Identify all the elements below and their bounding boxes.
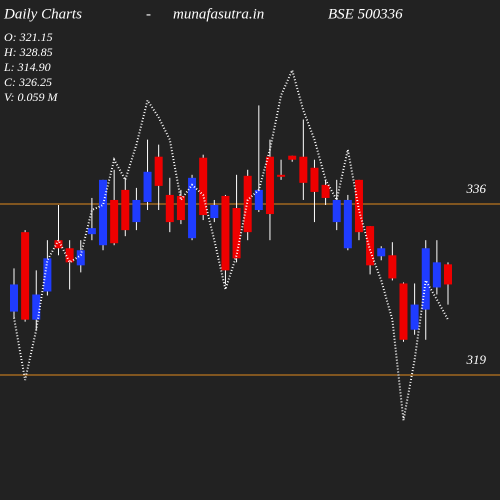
level-label: 319: [466, 352, 487, 367]
info-line: O: 321.15: [4, 30, 53, 44]
candle-body: [399, 283, 408, 340]
candle-body: [21, 232, 30, 320]
candle-body: [65, 248, 74, 263]
candle-body: [87, 228, 96, 235]
candle-body: [265, 156, 274, 215]
candle-body: [299, 156, 308, 183]
chart-title: munafasutra.in: [173, 6, 264, 22]
candle-body: [10, 284, 18, 312]
chart-title: BSE 500336: [328, 6, 403, 22]
candle-body: [254, 189, 263, 211]
level-label: 336: [466, 181, 487, 196]
candle-body: [277, 174, 286, 177]
candle-body: [377, 248, 386, 257]
dotted-line: [13, 67, 449, 421]
candle-body: [343, 199, 352, 249]
candle-body: [43, 258, 52, 292]
candle-body: [188, 177, 197, 239]
candle-body: [388, 255, 397, 279]
candle-body: [444, 264, 452, 285]
chart-title: Daily Charts: [3, 6, 82, 22]
candle-body: [121, 189, 130, 231]
candle-body: [288, 155, 297, 160]
info-line: C: 326.25: [4, 75, 52, 89]
candle-body: [110, 199, 119, 244]
candle-body: [366, 226, 375, 266]
info-line: V: 0.059 M: [4, 90, 59, 104]
candle-body: [132, 199, 141, 223]
candle-body: [332, 199, 341, 223]
info-line: H: 328.85: [3, 45, 53, 59]
candle-body: [432, 262, 441, 288]
candle-body: [321, 184, 330, 198]
chart-title: -: [146, 6, 151, 22]
candle-body: [143, 171, 152, 202]
candle-body: [165, 194, 174, 223]
candle-body: [410, 304, 419, 330]
candle-body: [99, 179, 108, 246]
info-line: L: 314.90: [3, 60, 51, 74]
candle-body: [76, 250, 85, 266]
candle-body: [232, 208, 241, 259]
candle-body: [421, 248, 430, 310]
candle-body: [199, 157, 208, 216]
candle-body: [54, 240, 63, 249]
candle-body: [310, 167, 319, 192]
candle-body: [243, 175, 252, 233]
candle-body: [210, 204, 219, 219]
candle-body: [154, 156, 163, 186]
candle-body: [32, 294, 41, 320]
candle-body: [176, 195, 185, 221]
candle-body: [221, 195, 230, 271]
